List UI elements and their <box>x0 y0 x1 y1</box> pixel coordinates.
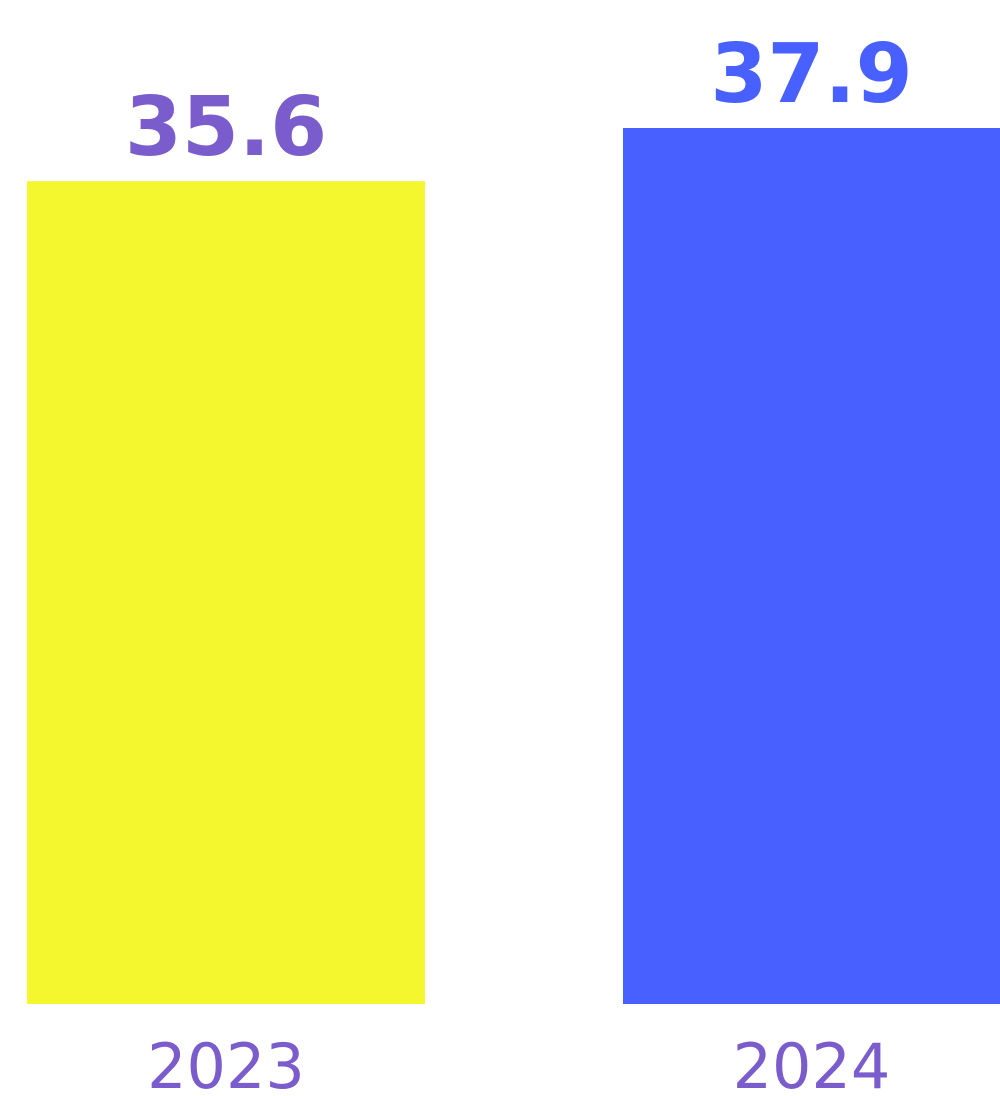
category-label: 2023 <box>147 1030 305 1096</box>
category-label: 2024 <box>733 1030 891 1096</box>
bar <box>623 128 1000 1004</box>
value-label: 35.6 <box>125 80 327 175</box>
bar <box>27 181 425 1004</box>
value-label: 37.9 <box>710 27 912 122</box>
